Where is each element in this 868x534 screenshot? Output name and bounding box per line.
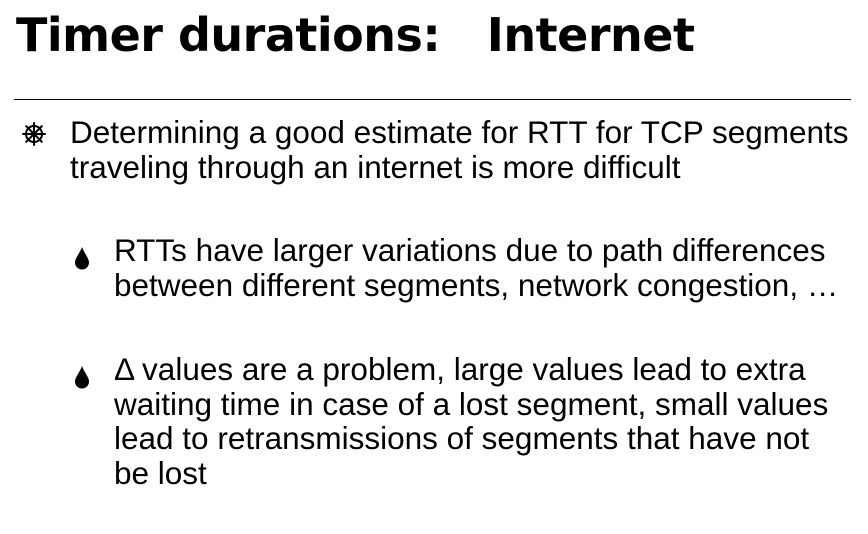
drop-bullet-icon bbox=[74, 246, 90, 270]
drop-bullet-icon bbox=[74, 365, 90, 389]
sub-bullet-text: RTTs have larger variations due to path … bbox=[114, 232, 839, 303]
slide-title: Timer durations: Internet bbox=[16, 8, 695, 62]
bullet-text: Determining a good estimate for RTT for … bbox=[70, 114, 849, 185]
sub-bullet-text: Δ values are a problem, large values lea… bbox=[114, 351, 829, 491]
title-divider bbox=[14, 99, 851, 100]
wheel-bullet-icon bbox=[22, 122, 46, 146]
